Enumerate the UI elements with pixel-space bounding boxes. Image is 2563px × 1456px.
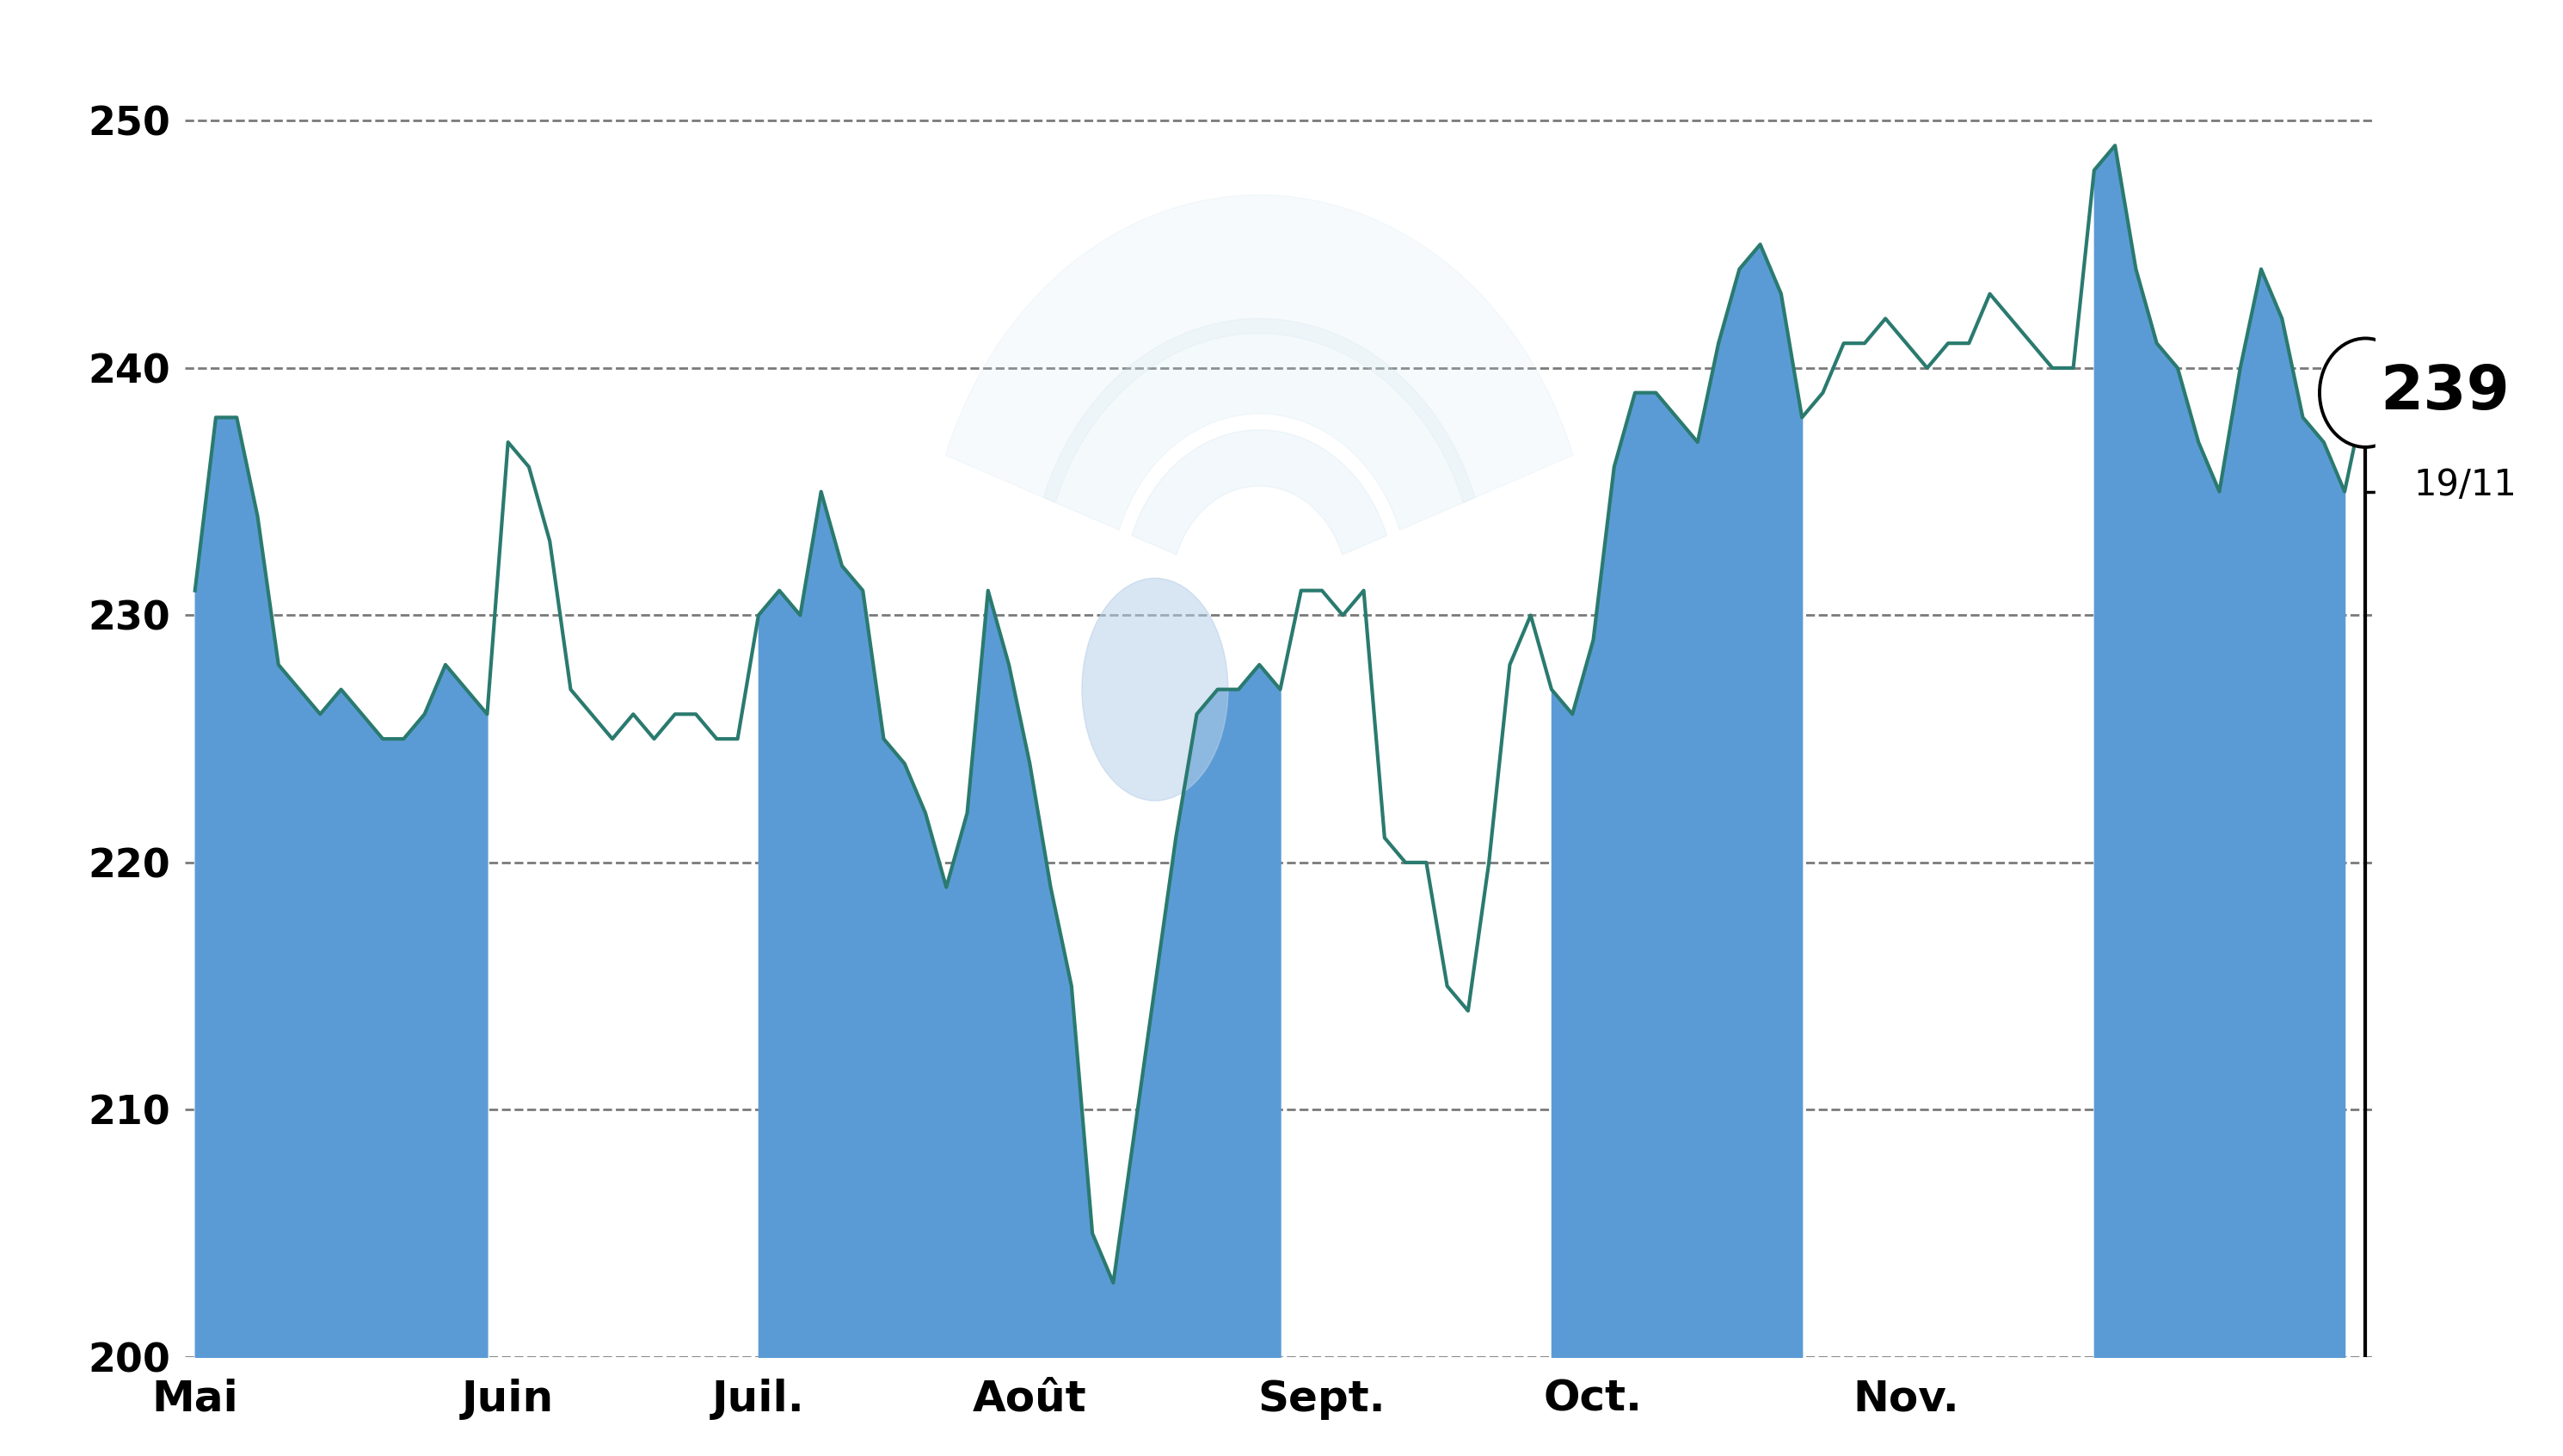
Wedge shape bbox=[1133, 430, 1387, 555]
Ellipse shape bbox=[1082, 578, 1228, 801]
Circle shape bbox=[2320, 338, 2412, 447]
Text: 239: 239 bbox=[2381, 363, 2509, 422]
Text: 19/11: 19/11 bbox=[2414, 467, 2517, 502]
Text: SCHNEIDER ELECTRIC: SCHNEIDER ELECTRIC bbox=[718, 15, 1845, 105]
Wedge shape bbox=[1043, 319, 1476, 530]
Wedge shape bbox=[946, 195, 1574, 502]
